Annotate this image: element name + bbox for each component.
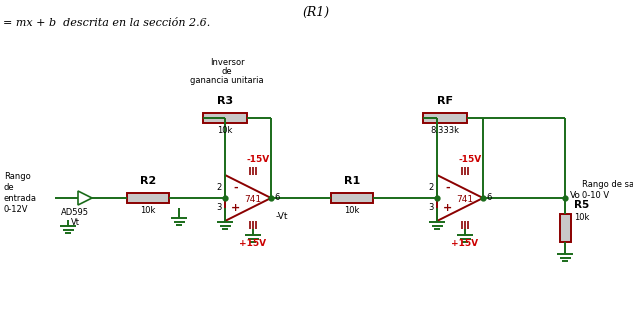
Text: Rango de salida
0-10 V: Rango de salida 0-10 V <box>582 180 633 200</box>
Text: ganancia unitaria: ganancia unitaria <box>190 76 264 85</box>
Text: 741: 741 <box>456 196 473 204</box>
Text: RF: RF <box>437 96 453 106</box>
Bar <box>331 193 373 203</box>
Text: 10k: 10k <box>344 206 360 215</box>
Bar <box>127 193 169 203</box>
Text: 2: 2 <box>429 184 434 192</box>
Text: Rango
de
entrada
0-12V: Rango de entrada 0-12V <box>4 172 37 214</box>
Text: = mx + b  descrita en la sección 2.6.: = mx + b descrita en la sección 2.6. <box>3 18 210 28</box>
Text: 2: 2 <box>216 184 222 192</box>
Text: +: + <box>232 203 241 213</box>
Bar <box>423 113 467 123</box>
Polygon shape <box>225 175 271 221</box>
Text: 741: 741 <box>244 196 261 204</box>
Text: Vo: Vo <box>570 190 581 200</box>
Text: -15V: -15V <box>458 155 482 164</box>
Text: -: - <box>234 183 238 193</box>
Text: 8.333k: 8.333k <box>430 126 460 135</box>
Text: -15V: -15V <box>246 155 270 164</box>
Text: Inversor: Inversor <box>210 58 244 67</box>
Polygon shape <box>78 191 92 205</box>
Text: R5: R5 <box>574 200 589 210</box>
Text: -Vt: -Vt <box>276 212 289 221</box>
Text: +: + <box>443 203 453 213</box>
Text: 6: 6 <box>274 194 279 202</box>
Polygon shape <box>437 175 483 221</box>
Text: 3: 3 <box>429 203 434 213</box>
Text: 3: 3 <box>216 203 222 213</box>
Text: R3: R3 <box>217 96 233 106</box>
Text: (R1): (R1) <box>303 6 330 19</box>
Text: de: de <box>222 67 232 76</box>
Text: 10k: 10k <box>574 213 589 222</box>
Text: +15V: +15V <box>239 239 266 247</box>
Text: +15V: +15V <box>451 239 479 247</box>
Bar <box>560 214 570 242</box>
Bar <box>203 113 247 123</box>
Text: R1: R1 <box>344 176 360 186</box>
Text: 10k: 10k <box>141 206 156 215</box>
Text: 10k: 10k <box>217 126 233 135</box>
Text: AD595
Vt: AD595 Vt <box>61 208 89 228</box>
Text: R2: R2 <box>140 176 156 186</box>
Text: -: - <box>446 183 450 193</box>
Text: 6: 6 <box>486 194 491 202</box>
